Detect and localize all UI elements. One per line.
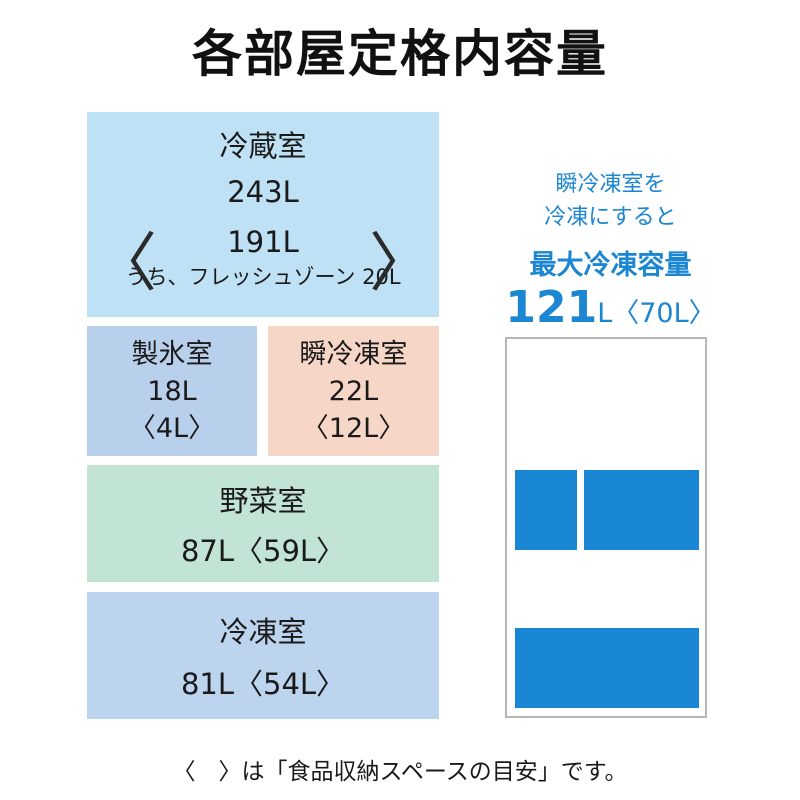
freezer-capacity: 81L〈54L〉 xyxy=(180,667,346,701)
fresh-zone-label: うち、フレッシュゾーン 20L xyxy=(125,265,401,289)
ice-name: 製氷室 xyxy=(131,339,213,370)
close-bracket: 〉 xyxy=(369,227,433,301)
promo-line-1: 瞬冷凍室を xyxy=(555,172,666,197)
promo-line-2: 冷凍にすると xyxy=(544,205,677,230)
flash-freeze-compartment: 瞬冷凍室 22L 〈12L〉 xyxy=(268,326,439,456)
flash-freeze-total: 22L xyxy=(328,376,379,407)
page-title: 各部屋定格内容量 xyxy=(192,25,608,83)
refrigerator-compartment: 〈 〉 冷蔵室 243L 191L うち、フレッシュゾーン 20L xyxy=(87,112,439,317)
footnote: 〈 〉は「食品収納スペースの目安」です。 xyxy=(172,759,628,785)
refrigerator-total: 243L xyxy=(227,175,299,209)
promo-capacity: 121L〈70L〉 xyxy=(488,282,733,343)
promo-capacity-number: 121 xyxy=(505,282,598,333)
vegetable-capacity: 87L〈59L〉 xyxy=(180,534,346,568)
ice-total: 18L xyxy=(147,376,197,407)
promo-line-3: 最大冷凍容量 xyxy=(529,250,692,281)
ice-compartment: 製氷室 18L 〈4L〉 xyxy=(87,326,257,456)
ice-door xyxy=(584,470,699,550)
flash-freeze-name: 瞬冷凍室 xyxy=(299,339,408,370)
flash-freeze-usable: 〈12L〉 xyxy=(301,413,406,444)
freezer-door xyxy=(515,628,699,708)
refrigerator-name: 冷蔵室 xyxy=(219,129,307,163)
open-bracket: 〈 xyxy=(93,227,157,301)
freezer-name: 冷凍室 xyxy=(219,615,307,649)
vegetable-name: 野菜室 xyxy=(219,484,307,518)
fridge-illustration xyxy=(505,337,707,718)
vegetable-compartment: 野菜室 87L〈59L〉 xyxy=(87,465,439,582)
ice-usable: 〈4L〉 xyxy=(128,413,216,444)
flash-freeze-door xyxy=(515,470,577,550)
refrigerator-usable: 191L xyxy=(227,225,299,259)
promo-capacity-unit: L〈70L〉 xyxy=(597,298,716,329)
freezer-compartment: 冷凍室 81L〈54L〉 xyxy=(87,592,439,719)
